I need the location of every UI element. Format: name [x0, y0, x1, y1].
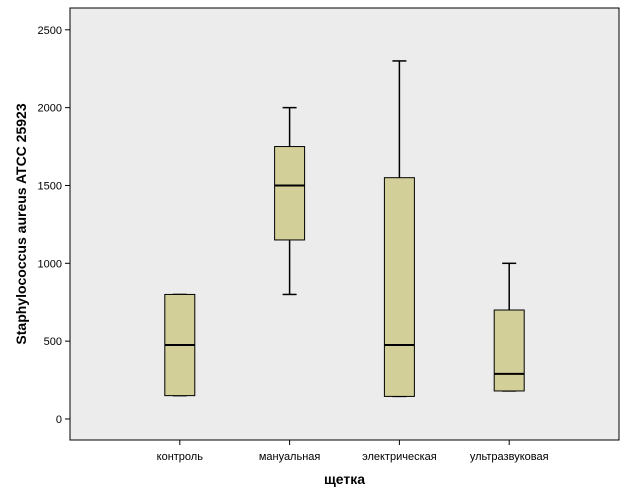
box-iqr — [383, 177, 415, 397]
y-tick-label: 2500 — [38, 25, 62, 37]
y-tick-label: 500 — [44, 336, 62, 348]
box-4 — [493, 262, 525, 392]
y-axis-ticks: 0 500 1000 1500 2000 2500 — [38, 25, 70, 426]
box-iqr — [493, 309, 525, 392]
box-1 — [164, 293, 196, 397]
y-tick-label: 1000 — [38, 258, 62, 270]
x-tick-label: контроль — [157, 451, 204, 463]
x-tick-label: мануальная — [259, 451, 321, 463]
box-3 — [383, 60, 415, 398]
box-iqr — [274, 146, 306, 241]
plot-area — [69, 7, 620, 441]
x-tick-label: ультразвуковая — [470, 451, 549, 463]
y-tick-label: 0 — [56, 414, 62, 426]
x-tick-label: электрическая — [362, 451, 437, 463]
boxes-group — [164, 60, 525, 398]
y-axis-title: Staphylococcus aureus ATCC 25923 — [13, 103, 29, 344]
box-2 — [274, 106, 306, 296]
x-axis-ticks: контроль мануальная электрическая ультразву… — [157, 440, 549, 463]
x-axis-title: щетка — [324, 471, 365, 487]
y-tick-label: 1500 — [38, 180, 62, 192]
y-tick-label: 2000 — [38, 103, 62, 115]
